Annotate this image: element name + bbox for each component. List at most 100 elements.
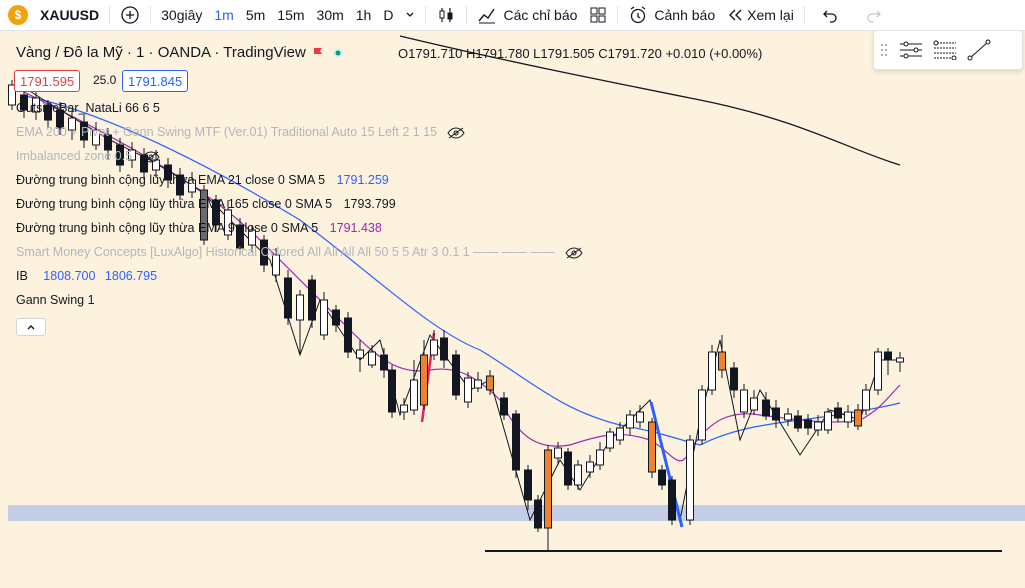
candle-body xyxy=(824,411,832,431)
candle-body xyxy=(606,431,614,449)
candle-body xyxy=(596,449,604,466)
symbol-search[interactable]: XAUUSD xyxy=(40,7,100,23)
indicator-imbalanced[interactable]: Imbalanced zone 0.5 xyxy=(16,149,160,163)
indicator-ib-value2: 1806.795 xyxy=(104,269,158,283)
grid-icon xyxy=(590,7,606,23)
candles-group xyxy=(8,80,904,552)
timeframe-1h[interactable]: 1h xyxy=(355,7,372,23)
indicator-gann[interactable]: Gann Swing 1 xyxy=(16,293,95,307)
candle-body xyxy=(188,179,196,193)
redo-button[interactable] xyxy=(859,0,889,30)
eye-hidden-icon[interactable] xyxy=(141,151,160,163)
fib-tool-button[interactable] xyxy=(928,35,962,65)
timeframe-dropdown[interactable] xyxy=(399,0,421,30)
chevron-up-icon xyxy=(27,325,35,330)
candle-body xyxy=(116,144,124,166)
candle-body xyxy=(176,174,184,196)
replay-button[interactable]: Xem lại xyxy=(721,0,800,30)
candle-body xyxy=(648,421,656,473)
chart-type-button[interactable] xyxy=(430,0,462,30)
candle-body xyxy=(430,339,438,356)
candle-body xyxy=(452,354,460,396)
indicator-ema-pivot-label: EMA 200 + Pivot + Gann Swing MTF (Ver.01… xyxy=(16,125,438,139)
add-symbol-button[interactable] xyxy=(114,0,146,30)
candle-body xyxy=(804,419,812,429)
drawing-toolbar xyxy=(873,30,1023,70)
candle-body xyxy=(616,427,624,441)
candle-body xyxy=(686,439,694,521)
candle-body xyxy=(698,389,706,441)
indicator-ema9[interactable]: Đường trung bình cộng lũy thừa EMA 9 clo… xyxy=(16,221,382,235)
candle-body xyxy=(272,254,280,276)
drag-handle[interactable] xyxy=(874,35,894,65)
eye-hidden-icon[interactable] xyxy=(446,127,465,139)
indicator-ib[interactable]: IB 1808.700 1806.795 xyxy=(16,269,157,283)
candle-body xyxy=(586,461,594,473)
plus-circle-icon xyxy=(121,6,139,24)
trend-line-tool-button[interactable] xyxy=(962,35,996,65)
undo-button[interactable] xyxy=(815,0,845,30)
candle-body xyxy=(854,409,862,427)
candle-body xyxy=(464,377,472,403)
bid-price-box[interactable]: 1791.595 xyxy=(14,70,81,92)
candle-body xyxy=(380,354,388,371)
divider xyxy=(466,6,468,24)
trend-line-icon xyxy=(967,39,991,61)
indicator-ib-label: IB xyxy=(16,269,28,283)
indicator-ema21-value: 1791.259 xyxy=(336,173,389,187)
indicator-outsidebar[interactable]: OutsideBar_NataLi 66 6 5 xyxy=(16,101,160,115)
candle-body xyxy=(344,317,352,353)
candle-body xyxy=(92,129,100,146)
candle-body xyxy=(750,397,758,411)
divider xyxy=(425,6,427,24)
timeframe-30s[interactable]: 30giây xyxy=(161,7,203,23)
candle-body xyxy=(554,447,562,459)
candle-body xyxy=(772,407,780,421)
candle-body xyxy=(8,84,16,106)
candle-body xyxy=(486,375,494,391)
indicator-ema-pivot[interactable]: EMA 200 + Pivot + Gann Swing MTF (Ver.01… xyxy=(16,125,465,139)
candle-body xyxy=(574,464,582,486)
collapse-legend-button[interactable] xyxy=(16,318,46,336)
indicator-ema21[interactable]: Đường trung bình cộng lũy thừa EMA 21 cl… xyxy=(16,173,389,187)
indicator-ema165-label: Đường trung bình cộng lũy thừa EMA 165 c… xyxy=(16,197,333,211)
ema21-line xyxy=(19,94,901,446)
timeframe-5m[interactable]: 5m xyxy=(245,7,266,23)
horizontal-lines-icon xyxy=(900,41,922,59)
candle-body xyxy=(896,357,904,363)
candle-body xyxy=(356,349,364,359)
timeframe-1m[interactable]: 1m xyxy=(214,7,234,23)
indicator-ema165[interactable]: Đường trung bình cộng lũy thừa EMA 165 c… xyxy=(16,197,396,211)
alert-button[interactable]: Cảnh báo xyxy=(622,0,721,30)
candle-body xyxy=(708,351,716,391)
rewind-icon xyxy=(729,9,742,21)
candle-body xyxy=(794,415,802,429)
candle-body xyxy=(762,399,770,417)
pitchfork-tool-button[interactable] xyxy=(894,35,928,65)
chart-title: Vàng / Đô la Mỹ · 1 · OANDA · TradingVie… xyxy=(16,44,346,61)
candle-body xyxy=(80,121,88,141)
divider xyxy=(803,6,805,24)
candle-body xyxy=(844,411,852,423)
imbalance-zone-band xyxy=(8,505,1025,521)
indicator-smc[interactable]: Smart Money Concepts [LuxAlgo] Historica… xyxy=(16,245,583,259)
layouts-button[interactable] xyxy=(583,0,613,30)
candle-body xyxy=(834,407,842,419)
candle-body xyxy=(320,299,328,336)
indicator-ema9-label: Đường trung bình cộng lũy thừa EMA 9 clo… xyxy=(16,221,319,235)
price-chart[interactable] xyxy=(0,31,1025,588)
top-toolbar: $ XAUUSD 30giây 1m 5m 15m 30m 1h D Các c… xyxy=(0,0,1025,31)
indicator-ema9-value: 1791.438 xyxy=(329,221,382,235)
flag-icon[interactable] xyxy=(312,47,324,59)
ask-price-box[interactable]: 1791.845 xyxy=(122,70,189,92)
timeframe-15m[interactable]: 15m xyxy=(277,7,305,23)
timeframe-30m[interactable]: 30m xyxy=(316,7,344,23)
indicators-button[interactable]: Các chỉ báo xyxy=(471,0,583,30)
divider xyxy=(109,6,111,24)
candle-body xyxy=(32,97,40,113)
eye-hidden-icon[interactable] xyxy=(565,247,583,259)
candle-body xyxy=(474,379,482,389)
indicator-imbalanced-label: Imbalanced zone 0.5 xyxy=(16,149,133,163)
timeframe-D[interactable]: D xyxy=(383,7,394,23)
candle-body xyxy=(626,414,634,429)
